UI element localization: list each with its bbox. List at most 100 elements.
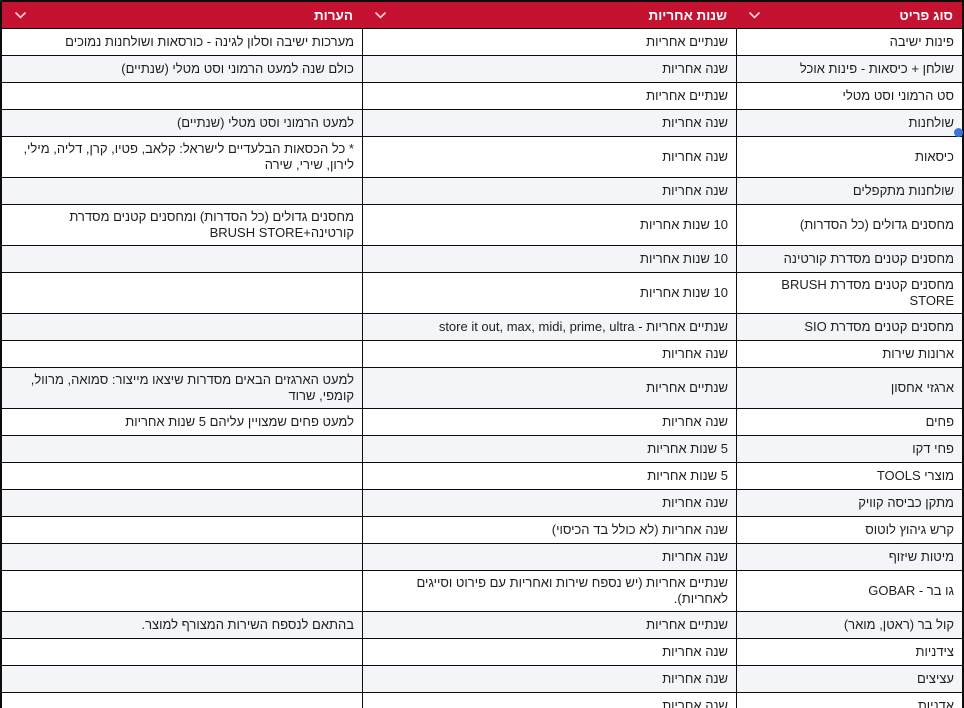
table-row: פחים שנה אחריות למעט פחים שמצויין עליהם 5 … — [2, 409, 962, 436]
warranty-cell[interactable]: שנה אחריות — [362, 693, 736, 708]
warranty-cell[interactable]: שנה אחריות — [362, 639, 736, 665]
warranty-cell[interactable]: 5 שנות אחריות — [362, 436, 736, 462]
item-cell[interactable]: עציצים — [736, 666, 962, 692]
notes-cell[interactable]: למעט הרמוני וסט מטלי (שנתיים) — [176, 115, 354, 130]
item-cell[interactable]: מיטות שיזוף — [736, 544, 962, 570]
warranty-cell[interactable]: שנה אחריות — [362, 56, 736, 82]
notes-cell[interactable] — [2, 314, 362, 340]
item-cell[interactable]: מחסנים גדולים (כל הסדרות) — [736, 205, 962, 245]
table-row: ארונות שירות שנה אחריות — [2, 341, 962, 368]
notes-cell[interactable] — [2, 436, 362, 462]
chevron-down-icon[interactable] — [745, 10, 764, 21]
item-cell[interactable]: מחסנים קטנים מסדרת SIO — [736, 314, 962, 340]
table-row: מחסנים קטנים מסדרת קורטינה 10 שנות אחריות — [2, 246, 962, 273]
notes-cell[interactable] — [2, 341, 362, 367]
table-body: פינות ישיבה שנתיים אחריות מערכות ישיבה וסל… — [2, 29, 962, 708]
warranty-cell[interactable]: שנה אחריות — [362, 544, 736, 570]
warranty-cell[interactable]: 10 שנות אחריות — [362, 273, 736, 313]
table-row: עציצים שנה אחריות — [2, 666, 962, 693]
warranty-cell[interactable]: 10 שנות אחריות — [362, 246, 736, 272]
table-header: סוג פריט שנות אחריות הערות — [2, 2, 962, 29]
warranty-cell[interactable]: שנה אחריות — [362, 137, 736, 177]
item-cell[interactable]: סט הרמוני וסט מטלי — [736, 83, 962, 109]
warranty-cell[interactable]: שנה אחריות — [362, 178, 736, 204]
chevron-down-icon[interactable] — [11, 10, 30, 21]
warranty-cell[interactable]: שנתיים אחריות — [362, 83, 736, 109]
table-row: גו בר - GOBAR שנתיים אחריות (יש נספח שירו… — [2, 571, 962, 612]
table-row: מחסנים קטנים מסדרת BRUSH STORE 10 שנות אח… — [2, 273, 962, 314]
notes-cell[interactable] — [2, 246, 362, 272]
table-row: סט הרמוני וסט מטלי שנתיים אחריות — [2, 83, 962, 110]
item-cell[interactable]: קרש גיהוץ לוטוס — [736, 517, 962, 543]
blue-marker-dot — [954, 128, 963, 137]
notes-cell[interactable] — [2, 273, 362, 313]
warranty-cell[interactable]: שנתיים אחריות — [362, 368, 736, 408]
warranty-cell[interactable]: שנתיים אחריות — [362, 29, 736, 55]
notes-cell[interactable]: למעט פחים שמצויין עליהם 5 שנות אחריות — [125, 414, 354, 429]
notes-cell[interactable] — [2, 463, 362, 489]
notes-cell[interactable]: מערכות ישיבה וסלון לגינה - כורסאות ושולח… — [65, 34, 354, 49]
warranty-cell[interactable]: שנה אחריות — [362, 341, 736, 367]
column-header-item-label: סוג פריט — [899, 7, 953, 23]
item-cell[interactable]: שולחנות מתקפלים — [736, 178, 962, 204]
warranty-cell[interactable]: שנה אחריות (לא כולל בד הכיסוי) — [362, 517, 736, 543]
item-cell[interactable]: קול בר (ראטן, מואר) — [736, 612, 962, 638]
notes-cell[interactable]: * כל הכסאות הבלעדיים לישראל: קלאב, פטיו,… — [23, 141, 354, 172]
item-cell[interactable]: צידניות — [736, 639, 962, 665]
notes-cell[interactable]: כולם שנה למעט הרמוני וסט מטלי (שנתיים) — [121, 61, 354, 76]
table-row: מחסנים גדולים (כל הסדרות) 10 שנות אחריות מ… — [2, 205, 962, 246]
notes-cell[interactable] — [2, 693, 362, 708]
table-row: שולחנות מתקפלים שנה אחריות — [2, 178, 962, 205]
table-row: פינות ישיבה שנתיים אחריות מערכות ישיבה וסל… — [2, 29, 962, 56]
item-cell[interactable]: גו בר - GOBAR — [736, 571, 962, 611]
notes-cell[interactable]: למעט הארגזים הבאים מסדרות שיצאו מייצור: … — [30, 372, 354, 403]
item-cell[interactable]: שולחן + כיסאות - פינות אוכל — [736, 56, 962, 82]
column-header-item: סוג פריט — [736, 2, 962, 28]
warranty-cell[interactable]: שנתיים אחריות - store it out, max, midi,… — [362, 314, 736, 340]
notes-cell[interactable]: בהתאם לנספח השירות המצורף למוצר. — [141, 617, 354, 632]
item-cell[interactable]: מוצרי TOOLS — [736, 463, 962, 489]
item-cell[interactable]: ארונות שירות — [736, 341, 962, 367]
table-row: כיסאות שנה אחריות * כל הכסאות הבלעדיים ליש… — [2, 137, 962, 178]
notes-cell[interactable] — [2, 178, 362, 204]
notes-cell[interactable] — [2, 544, 362, 570]
table-row: קרש גיהוץ לוטוס שנה אחריות (לא כולל בד הכ… — [2, 517, 962, 544]
table-row: שולחנות שנה אחריות למעט הרמוני וסט מטלי (ש… — [2, 110, 962, 137]
warranty-cell[interactable]: שנה אחריות — [362, 666, 736, 692]
table-row: מחסנים קטנים מסדרת SIO שנתיים אחריות - st… — [2, 314, 962, 341]
notes-cell[interactable]: מחסנים גדולים (כל הסדרות) ומחסנים קטנים … — [69, 209, 354, 240]
column-header-notes-label: הערות — [313, 7, 353, 23]
table-row: קול בר (ראטן, מואר) שנתיים אחריות בהתאם לנ… — [2, 612, 962, 639]
notes-cell[interactable] — [2, 639, 362, 665]
warranty-cell[interactable]: שנה אחריות — [362, 409, 736, 435]
notes-cell[interactable] — [2, 83, 362, 109]
table-row: שולחן + כיסאות - פינות אוכל שנה אחריות כול… — [2, 56, 962, 83]
notes-cell[interactable] — [2, 490, 362, 516]
warranty-cell[interactable]: שנה אחריות — [362, 110, 736, 136]
item-cell[interactable]: פחים — [736, 409, 962, 435]
item-cell[interactable]: מחסנים קטנים מסדרת BRUSH STORE — [736, 273, 962, 313]
table-row: פחי דקו 5 שנות אחריות — [2, 436, 962, 463]
chevron-down-icon[interactable] — [371, 10, 390, 21]
warranty-cell[interactable]: 10 שנות אחריות — [362, 205, 736, 245]
table-row: מוצרי TOOLS 5 שנות אחריות — [2, 463, 962, 490]
notes-cell[interactable] — [2, 571, 362, 611]
item-cell[interactable]: מתקן כביסה קוויק — [736, 490, 962, 516]
warranty-cell[interactable]: 5 שנות אחריות — [362, 463, 736, 489]
column-header-warranty-label: שנות אחריות — [648, 7, 727, 23]
notes-cell[interactable] — [2, 666, 362, 692]
item-cell[interactable]: פינות ישיבה — [736, 29, 962, 55]
item-cell[interactable]: שולחנות — [736, 110, 962, 136]
warranty-cell[interactable]: שנתיים אחריות (יש נספח שירות ואחריות עם … — [362, 571, 736, 611]
warranty-cell[interactable]: שנתיים אחריות — [362, 612, 736, 638]
warranty-cell[interactable]: שנה אחריות — [362, 490, 736, 516]
column-header-notes: הערות — [2, 2, 362, 28]
item-cell[interactable]: מחסנים קטנים מסדרת קורטינה — [736, 246, 962, 272]
item-cell[interactable]: כיסאות — [736, 137, 962, 177]
item-cell[interactable]: פחי דקו — [736, 436, 962, 462]
notes-cell[interactable] — [2, 517, 362, 543]
table-row: אדניות שנה אחריות — [2, 693, 962, 708]
item-cell[interactable]: ארגזי אחסון — [736, 368, 962, 408]
item-cell[interactable]: אדניות — [736, 693, 962, 708]
